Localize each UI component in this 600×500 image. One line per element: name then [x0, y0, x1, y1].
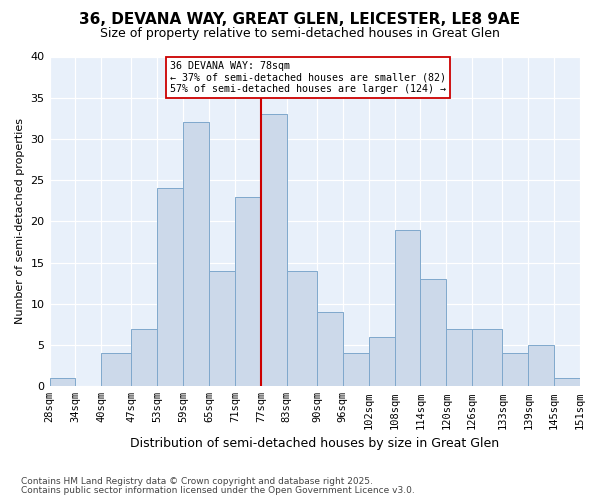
Bar [183, 122, 209, 386]
Bar [528, 345, 554, 387]
Y-axis label: Number of semi-detached properties: Number of semi-detached properties [15, 118, 25, 324]
Bar [101, 354, 131, 386]
Bar [261, 114, 287, 386]
Text: Contains public sector information licensed under the Open Government Licence v3: Contains public sector information licen… [21, 486, 415, 495]
Text: 36 DEVANA WAY: 78sqm
← 37% of semi-detached houses are smaller (82)
57% of semi-: 36 DEVANA WAY: 78sqm ← 37% of semi-detac… [170, 60, 446, 94]
Bar [421, 279, 446, 386]
Bar [343, 354, 368, 386]
Bar [131, 328, 157, 386]
X-axis label: Distribution of semi-detached houses by size in Great Glen: Distribution of semi-detached houses by … [130, 437, 499, 450]
Bar [317, 312, 343, 386]
Bar [368, 337, 395, 386]
Text: Size of property relative to semi-detached houses in Great Glen: Size of property relative to semi-detach… [100, 28, 500, 40]
Bar [209, 271, 235, 386]
Bar [157, 188, 183, 386]
Bar [502, 354, 528, 386]
Bar [472, 328, 502, 386]
Bar [50, 378, 76, 386]
Bar [446, 328, 472, 386]
Bar [395, 230, 421, 386]
Text: Contains HM Land Registry data © Crown copyright and database right 2025.: Contains HM Land Registry data © Crown c… [21, 477, 373, 486]
Bar [287, 271, 317, 386]
Bar [554, 378, 580, 386]
Bar [235, 196, 261, 386]
Text: 36, DEVANA WAY, GREAT GLEN, LEICESTER, LE8 9AE: 36, DEVANA WAY, GREAT GLEN, LEICESTER, L… [79, 12, 521, 28]
